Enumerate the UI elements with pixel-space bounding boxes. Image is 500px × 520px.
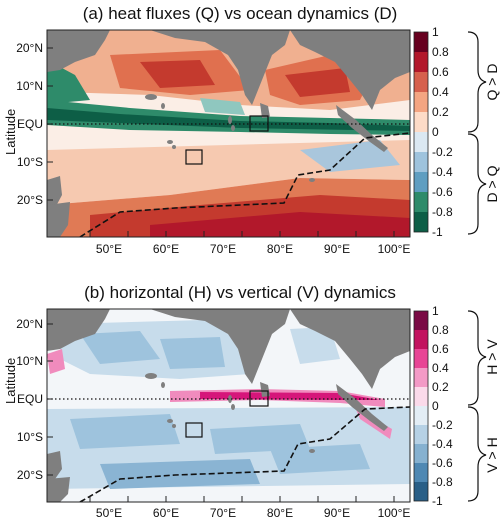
panel-a-colorbar-tick: 0.2 <box>432 105 449 119</box>
panel-b-colorbar-tick: -0.6 <box>432 456 453 470</box>
panel-b-colorbar-tick: 0.2 <box>432 380 449 394</box>
panel-a-lon-label: 100°E <box>378 242 411 256</box>
panel-a-brace-top <box>467 31 487 133</box>
panel-b-lon-label: 60°E <box>153 506 179 520</box>
panel-b-lon-label: 70°E <box>210 506 236 520</box>
panel-a-brace-top-label: Q > D <box>484 64 500 101</box>
panel-b-colorbar-tick: 0.6 <box>432 342 449 356</box>
panel-a-lat-label: 20°S <box>17 193 43 207</box>
panel-b-colorbar-tick: 0.4 <box>432 361 449 375</box>
panel-a-dashed-front <box>79 132 410 237</box>
panel-a-brace-bottom-label: D > Q <box>484 165 500 202</box>
panel-a-lon-label: 80°E <box>267 242 293 256</box>
panel-b-lon-label: 50°E <box>96 506 122 520</box>
panel-a-lat-label: 10°N <box>16 79 43 93</box>
panel-b-map: Latitude 20°N 10°N EQU 10°S 20°S 50°E 60… <box>3 304 500 520</box>
panel-a-ylabel: Latitude <box>3 109 18 155</box>
panel-b-colorbar-tick: 1 <box>432 304 439 318</box>
panel-a-islands <box>145 94 315 182</box>
panel-a-colorbar-tick: -0.4 <box>432 165 453 179</box>
panel-a-lon-label: 90°E <box>324 242 350 256</box>
panel-a-title: (a) heat fluxes (Q) vs ocean dynamics (D… <box>82 4 398 23</box>
panel-b-colorbar-tick: -1 <box>432 494 443 508</box>
panel-b-lon-label: 100°E <box>378 506 411 520</box>
panel-b-lon-label: 90°E <box>324 506 350 520</box>
panel-b-lat-label: 20°S <box>17 468 43 482</box>
panel-b-brace-top-label: H > V <box>484 339 500 375</box>
panel-a-colorbar-tick: -0.6 <box>432 185 453 199</box>
panel-a-box-west <box>185 149 203 165</box>
panel-a-lat-label: EQU <box>17 117 43 131</box>
panel-a-lon-label: 50°E <box>96 242 122 256</box>
panel-a-frame <box>46 29 411 238</box>
panel-b-colorbar-tick: -0.8 <box>432 475 453 489</box>
panel-a-lat-label: 10°S <box>17 155 43 169</box>
panel-a-map: Latitude 20°N 10°N EQU 10°S 20°S 50°E 60… <box>3 25 500 256</box>
panel-b-lat-label: 10°N <box>16 354 43 368</box>
panel-a-field <box>47 30 410 237</box>
panel-a-colorbar-tick: 0.6 <box>432 65 449 79</box>
panel-b-ylabel: Latitude <box>3 358 18 404</box>
panel-b-lat-label: EQU <box>17 392 43 406</box>
panel-b-islands <box>145 373 315 453</box>
panel-b-lat-label: 20°N <box>16 317 43 331</box>
panel-b-colorbar-tick: -0.4 <box>432 437 453 451</box>
panel-a-lat-label: 20°N <box>16 41 43 55</box>
panel-a-lon-label: 70°E <box>210 242 236 256</box>
panel-b-box-west <box>185 422 203 438</box>
panel-b-colorbar <box>413 310 429 502</box>
panel-a-colorbar-tick: 1 <box>432 25 439 39</box>
panel-b-field <box>47 309 410 502</box>
panel-b-lon-label: 80°E <box>267 506 293 520</box>
panel-a-lon-label: 60°E <box>153 242 179 256</box>
panel-a-colorbar-tick: -0.8 <box>432 205 453 219</box>
panel-b-land <box>47 309 410 502</box>
panel-b-brace-top <box>467 310 487 406</box>
panel-a-land <box>47 30 410 237</box>
panel-a-colorbar-tick: 0.4 <box>432 85 449 99</box>
panel-b-colorbar-tick: 0.8 <box>432 323 449 337</box>
panel-a-colorbar-tick: 0.8 <box>432 45 449 59</box>
panel-a-colorbar <box>413 31 429 233</box>
panel-b-colorbar-tick: -0.2 <box>432 418 453 432</box>
panel-a-colorbar-tick: -1 <box>432 225 443 239</box>
panel-b-title: (b) horizontal (H) vs vertical (V) dynam… <box>84 283 396 302</box>
panel-a-colorbar-tick: 0 <box>432 125 439 139</box>
panel-b-lat-label: 10°S <box>17 430 43 444</box>
panel-a-brace-bottom <box>467 133 487 235</box>
panel-b-brace-bottom <box>467 406 487 502</box>
panel-b-frame <box>46 308 411 503</box>
panel-b-brace-bottom-label: V > H <box>484 437 500 472</box>
panel-b-dashed-front <box>79 406 410 502</box>
panel-a-colorbar-tick: -0.2 <box>432 145 453 159</box>
panel-b-colorbar-tick: 0 <box>432 399 439 413</box>
